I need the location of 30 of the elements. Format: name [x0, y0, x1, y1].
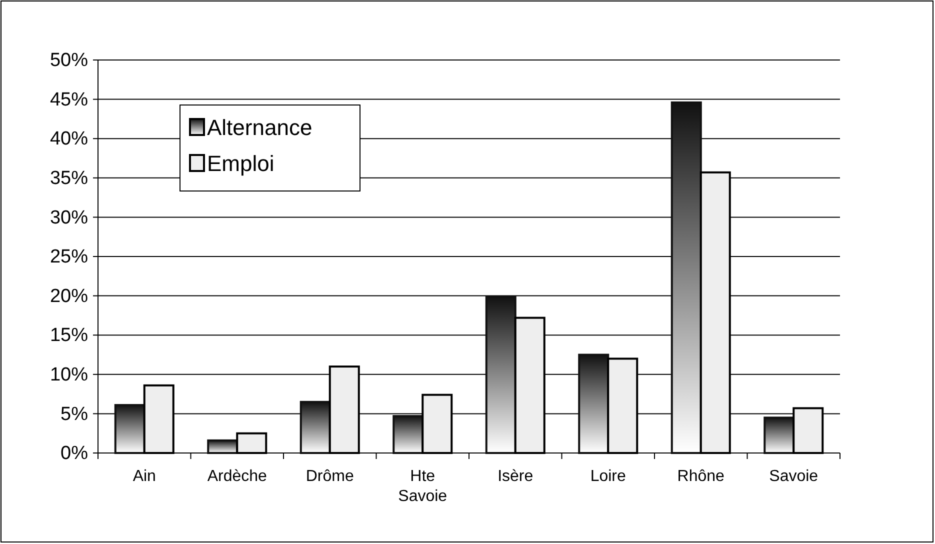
y-tick-label: 20% [50, 286, 88, 307]
y-tick-label: 30% [50, 207, 88, 228]
bar [764, 416, 795, 454]
bar [300, 400, 331, 454]
bar [670, 101, 702, 454]
bar [207, 439, 238, 454]
x-tick-label: Savoie [769, 468, 818, 485]
y-tick-label: 15% [50, 325, 88, 346]
legend-label: Alternance [207, 115, 312, 140]
x-tick-label: Ain [132, 468, 156, 485]
y-tick-label: 35% [50, 168, 88, 189]
x-tick-label: Hte Savoie [398, 468, 448, 505]
y-tick-label: 50% [50, 50, 88, 72]
bar [392, 415, 424, 454]
bar [114, 404, 146, 454]
bar [236, 432, 268, 454]
bar [578, 354, 610, 454]
y-tick-label: 40% [50, 128, 88, 150]
y-tick-label: 5% [60, 404, 88, 425]
y-tick-label: 0% [60, 443, 88, 464]
x-tick-label: Drôme [306, 468, 354, 485]
x-tick-label: Ardèche [207, 468, 268, 485]
x-tick-label: Isère [498, 468, 534, 485]
legend-label: Emploi [207, 151, 274, 176]
x-tick-label: Rhône [677, 468, 725, 485]
y-tick-label: 25% [50, 246, 88, 268]
x-tick-label: Loire [590, 468, 626, 485]
y-tick-label: 10% [50, 364, 88, 386]
bar [485, 296, 516, 454]
y-tick-label: 45% [50, 89, 88, 110]
